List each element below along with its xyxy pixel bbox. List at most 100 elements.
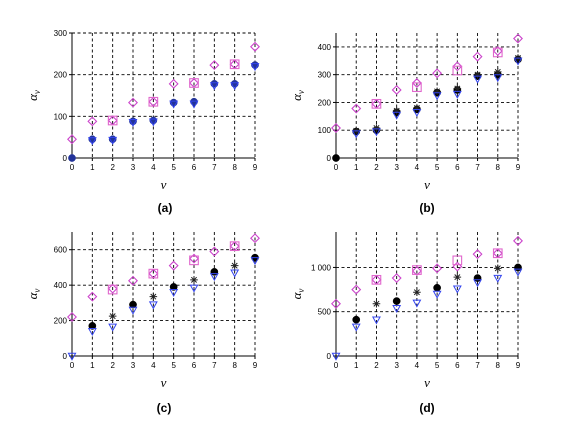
data-point-triangle: [351, 130, 361, 139]
y-tick-label: 400: [54, 281, 68, 290]
panel-label: (a): [158, 201, 173, 215]
data-point-square: [107, 284, 118, 295]
series-square: [107, 241, 240, 295]
x-tick-label: 4: [415, 361, 420, 370]
series-diamond: [331, 235, 523, 309]
data-point-star: [493, 68, 502, 76]
x-tick-label: 5: [171, 361, 176, 370]
data-point-triangle: [371, 316, 381, 325]
data-point-triangle: [452, 285, 462, 294]
data-point-diamond: [452, 61, 463, 72]
data-point-square: [189, 78, 199, 88]
x-tick-label: 5: [171, 163, 176, 172]
data-point-diamond: [250, 233, 260, 244]
y-tick-label: 0: [63, 352, 68, 361]
panel-label: (c): [157, 401, 172, 415]
y-tick-label: 500: [318, 308, 332, 317]
x-tick-label: 6: [455, 163, 460, 172]
y-tick-label: 200: [318, 98, 332, 107]
data-point-circle: [169, 283, 178, 291]
y-tick-label: 100: [318, 126, 332, 135]
data-point-star: [473, 70, 482, 79]
data-point-diamond: [250, 41, 260, 52]
x-tick-label: 4: [415, 163, 420, 172]
data-point-circle: [514, 263, 522, 272]
data-point-diamond: [351, 103, 362, 114]
y-tick-label: 200: [54, 71, 68, 80]
y-tick-label: 400: [318, 43, 332, 52]
data-point-star: [413, 104, 421, 112]
panel-label: (b): [419, 201, 434, 215]
data-point-triangle: [230, 82, 240, 91]
chart-panel-2: 0 1 2 3 4 5 6 7 8 9 0 100 200 300 400 v αv (b): [289, 33, 523, 215]
data-point-triangle: [432, 290, 442, 299]
chart-panel-3: 0 1 2 3 4 5 6 7 8 9 0 200 400 600 v αv (c): [25, 232, 260, 415]
x-tick-label: 8: [232, 163, 237, 172]
x-axis-label: v: [161, 177, 167, 192]
x-tick-label: 0: [70, 361, 75, 370]
x-tick-label: 5: [435, 361, 440, 370]
data-point-square: [371, 98, 382, 109]
y-tick-label: 300: [318, 71, 332, 80]
data-point-triangle: [128, 306, 138, 315]
data-point-triangle: [493, 274, 503, 283]
x-tick-label: 8: [496, 361, 501, 370]
x-tick-label: 3: [394, 361, 399, 370]
data-point-diamond: [432, 68, 443, 79]
data-point-diamond: [472, 249, 483, 260]
data-point-star: [372, 299, 381, 308]
x-tick-label: 6: [192, 163, 197, 172]
data-point-square: [107, 115, 118, 126]
data-point-triangle: [87, 328, 97, 337]
data-point-triangle: [230, 269, 240, 278]
data-point-diamond: [513, 33, 523, 44]
data-point-square: [452, 65, 463, 76]
x-tick-label: 6: [192, 361, 197, 370]
data-point-diamond: [432, 263, 443, 274]
chart-panel-1: 0 1 2 3 4 5 6 7 8 9 0 100 200 300 v αv (a): [25, 29, 260, 215]
data-point-triangle: [108, 136, 118, 145]
x-tick-label: 9: [253, 361, 258, 370]
data-point-diamond: [492, 46, 503, 57]
x-tick-label: 0: [334, 361, 339, 370]
series-square: [371, 47, 503, 109]
data-point-diamond: [411, 265, 422, 276]
data-point-triangle: [331, 352, 341, 361]
data-point-circle: [88, 322, 97, 330]
data-point-square: [371, 274, 382, 285]
data-point-triangle: [128, 118, 138, 127]
data-point-star: [392, 106, 401, 115]
data-point-circle: [352, 315, 361, 324]
data-point-square: [492, 248, 503, 259]
y-tick-label: 200: [54, 317, 68, 326]
data-point-diamond: [67, 134, 77, 145]
y-tick-label: 0: [63, 154, 68, 163]
data-point-diamond: [168, 78, 179, 89]
x-tick-label: 9: [516, 361, 521, 370]
data-point-diamond: [351, 284, 362, 295]
data-point-triangle: [412, 299, 422, 308]
x-tick-label: 8: [496, 163, 501, 172]
data-point-circle: [129, 300, 137, 309]
data-point-square: [452, 255, 463, 266]
data-point-triangle: [250, 63, 260, 72]
data-point-diamond: [391, 273, 402, 284]
series-triangle: [351, 57, 523, 139]
y-tick-label: 100: [54, 112, 68, 121]
data-point-star: [493, 264, 502, 273]
x-tick-label: 7: [475, 163, 480, 172]
x-tick-label: 4: [151, 361, 156, 370]
data-point-square: [229, 241, 240, 252]
data-point-star: [433, 87, 441, 96]
data-point-square: [189, 255, 199, 266]
x-tick-label: 6: [455, 361, 460, 370]
data-point-circle: [190, 97, 198, 106]
data-point-circle: [433, 283, 441, 292]
x-tick-label: 8: [232, 361, 237, 370]
data-point-triangle: [148, 301, 158, 310]
x-tick-label: 0: [334, 163, 339, 172]
data-point-diamond: [107, 283, 118, 294]
data-point-triangle: [473, 75, 483, 84]
series-circle: [68, 61, 259, 162]
